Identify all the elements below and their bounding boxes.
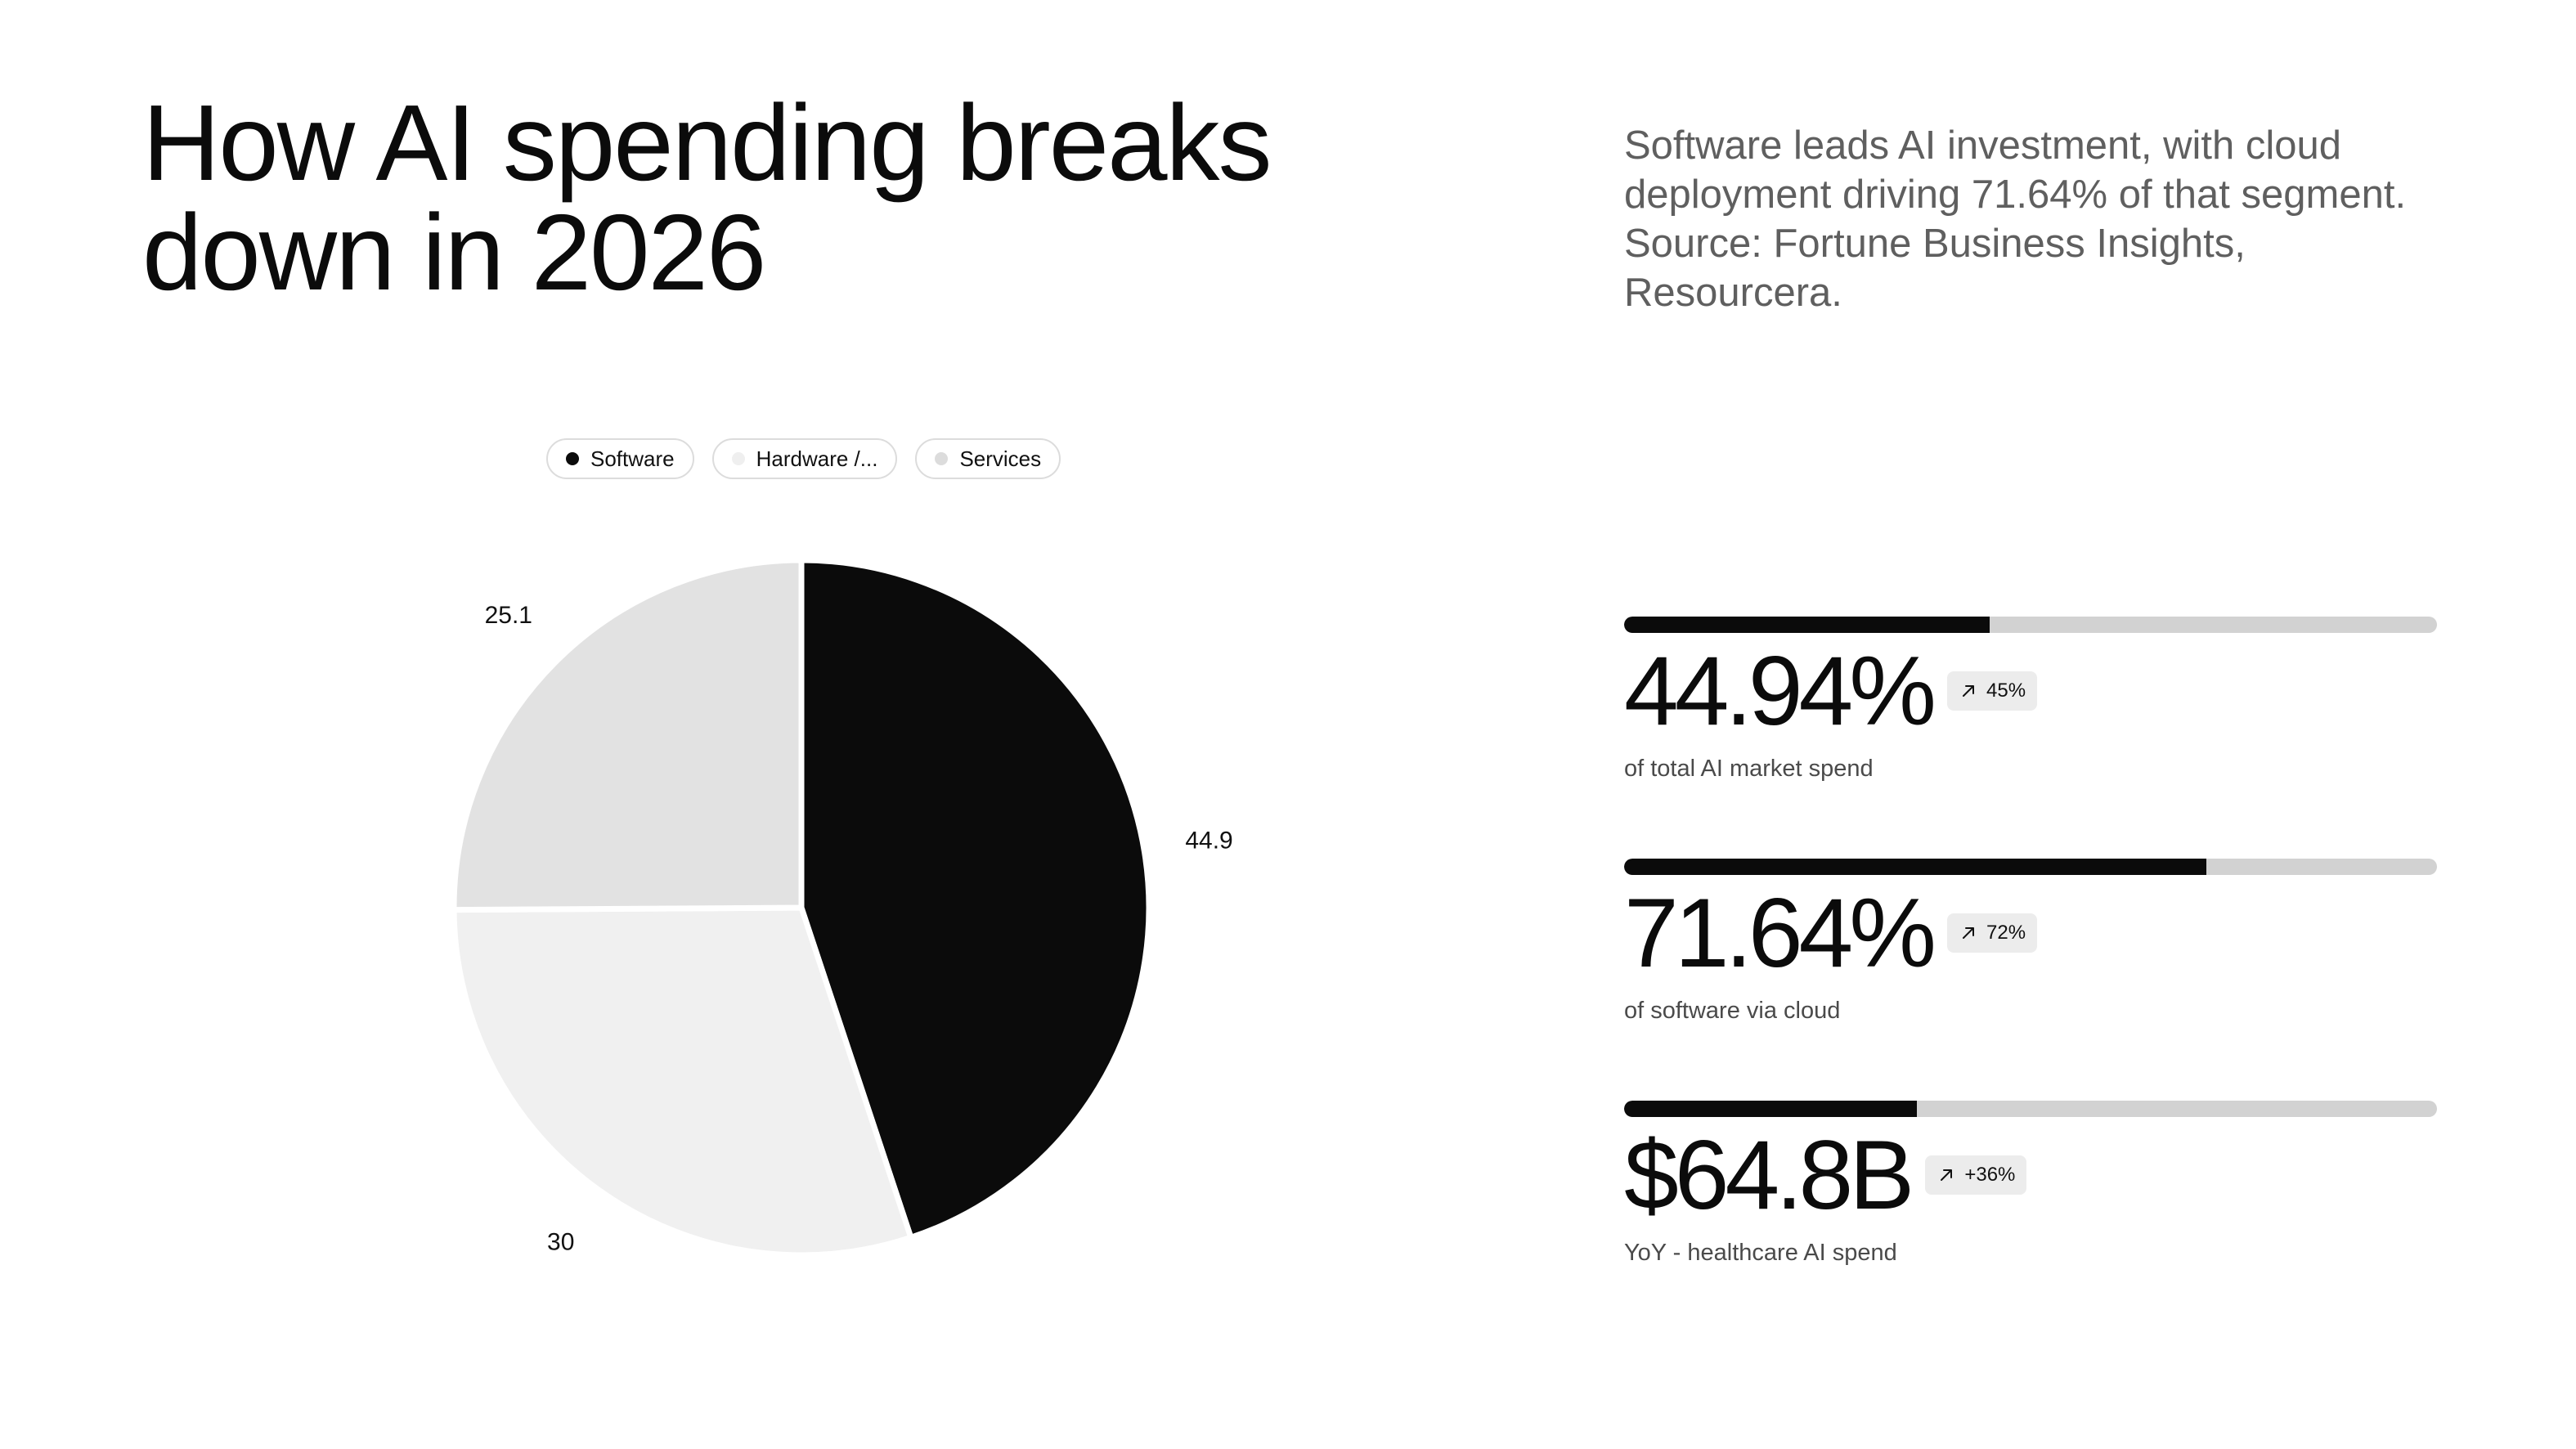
- legend-label-hardware: Hardware /...: [756, 446, 878, 471]
- legend-label-services: Services: [959, 446, 1042, 471]
- progress-bar-1: [1624, 617, 2437, 633]
- metric-caption-3: YoY - healthcare AI spend: [1624, 1240, 1897, 1266]
- slice-software[interactable]: [798, 557, 1152, 1240]
- subtitle-line-3: Source: Fortune Business Insights,: [1624, 222, 2246, 266]
- chart-legend: Software Hardware /... Services: [546, 438, 1061, 479]
- metric-caption-2: of software via cloud: [1624, 998, 1841, 1024]
- metric-caption-1: of total AI market spend: [1624, 756, 1874, 782]
- slice-label-hardware: 30: [547, 1228, 574, 1255]
- slice-label-software: 44.9: [1185, 827, 1232, 854]
- title-line-1: How AI spending breaks: [142, 83, 1272, 203]
- legend-swatch-software: [566, 452, 579, 465]
- legend-label-software: Software: [590, 446, 675, 471]
- legend-item-services[interactable]: Services: [915, 438, 1061, 479]
- metric-badge-2: 72%: [1947, 913, 2038, 953]
- subtitle-line-4: Resourcera.: [1624, 271, 1842, 315]
- slice-services[interactable]: [451, 557, 805, 913]
- legend-item-hardware[interactable]: Hardware /...: [711, 438, 898, 479]
- slice-label-services: 25.1: [485, 602, 532, 629]
- metric-value-2: 71.64%: [1624, 878, 1936, 988]
- legend-swatch-services: [935, 452, 949, 465]
- page-title: How AI spending breaks down in 2026: [142, 88, 1492, 307]
- metric-card-3: $64.8B +36% YoY - healthcare AI spend: [1624, 1101, 2437, 1267]
- legend-swatch-hardware: [731, 452, 745, 465]
- legend-item-software[interactable]: Software: [546, 438, 694, 479]
- metric-badge-text-3: +36%: [1964, 1164, 2016, 1186]
- progress-bar-3: [1624, 1101, 2437, 1117]
- progress-fill-1: [1624, 617, 1990, 633]
- subtitle-line-1: Software leads AI investment, with cloud: [1624, 123, 2341, 168]
- metric-value-3: $64.8B: [1624, 1120, 1914, 1230]
- subtitle-line-2: deployment driving 71.64% of that segmen…: [1624, 173, 2407, 217]
- metric-card-2: 71.64% 72% of software via cloud: [1624, 859, 2437, 1025]
- metric-badge-3: +36%: [1925, 1155, 2027, 1195]
- page-subtitle: Software leads AI investment, with cloud…: [1624, 121, 2458, 317]
- metric-badge-1: 45%: [1947, 671, 2038, 711]
- title-line-2: down in 2026: [142, 192, 766, 312]
- progress-fill-3: [1624, 1101, 1917, 1117]
- arrow-up-right-icon: [1941, 1169, 1953, 1181]
- progress-fill-2: [1624, 859, 2207, 875]
- metric-card-1: 44.94% 45% of total AI market spend: [1624, 617, 2437, 783]
- metric-value-1: 44.94%: [1624, 636, 1936, 746]
- slice-hardware[interactable]: [451, 904, 914, 1258]
- metric-badge-text-2: 72%: [1986, 922, 2026, 944]
- progress-bar-2: [1624, 859, 2437, 875]
- metric-badge-text-1: 45%: [1986, 680, 2026, 702]
- arrow-up-right-icon: [1963, 927, 1974, 939]
- pie-chart: 44.9 30 25.1: [451, 557, 1233, 1258]
- arrow-up-right-icon: [1963, 685, 1974, 697]
